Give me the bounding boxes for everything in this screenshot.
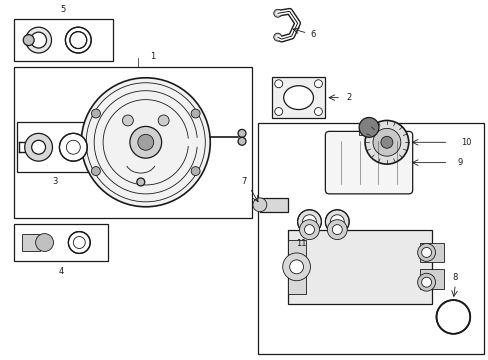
Bar	[287, 239, 305, 294]
Circle shape	[70, 32, 86, 49]
Text: 9: 9	[457, 158, 462, 167]
Circle shape	[138, 134, 153, 150]
Circle shape	[158, 115, 169, 126]
Circle shape	[314, 108, 322, 116]
Bar	[14, 67, 251, 218]
Circle shape	[297, 210, 321, 234]
Bar	[21, 234, 40, 251]
Bar	[287, 230, 431, 304]
Text: 1: 1	[150, 53, 155, 62]
Circle shape	[137, 178, 144, 186]
Circle shape	[282, 253, 310, 281]
Circle shape	[330, 215, 344, 229]
Circle shape	[68, 231, 90, 253]
Circle shape	[25, 133, 52, 161]
Circle shape	[289, 260, 303, 274]
Circle shape	[23, 35, 34, 46]
Circle shape	[252, 198, 266, 212]
Text: 11: 11	[296, 239, 306, 248]
Text: 2: 2	[346, 93, 351, 102]
Circle shape	[65, 27, 91, 53]
Circle shape	[91, 167, 100, 176]
Text: 5: 5	[61, 5, 66, 14]
Bar	[419, 243, 444, 262]
Text: 3: 3	[53, 177, 58, 186]
Text: 6: 6	[310, 30, 316, 39]
Circle shape	[91, 109, 100, 118]
Circle shape	[325, 210, 348, 234]
Circle shape	[372, 129, 400, 156]
Circle shape	[314, 80, 322, 88]
Circle shape	[81, 78, 210, 207]
Circle shape	[191, 167, 200, 176]
Circle shape	[273, 9, 281, 17]
FancyBboxPatch shape	[325, 131, 412, 194]
Circle shape	[32, 140, 45, 154]
Bar	[17, 122, 94, 172]
Circle shape	[274, 108, 282, 116]
Circle shape	[326, 220, 346, 239]
Text: 10: 10	[460, 138, 470, 147]
Bar	[358, 127, 378, 135]
Bar	[14, 224, 108, 261]
Circle shape	[60, 133, 87, 161]
Circle shape	[273, 33, 281, 41]
Circle shape	[332, 225, 342, 235]
Text: 8: 8	[452, 273, 457, 282]
Circle shape	[421, 277, 431, 287]
Circle shape	[417, 273, 435, 291]
Circle shape	[274, 80, 282, 88]
Circle shape	[31, 32, 46, 48]
Bar	[419, 269, 444, 289]
Circle shape	[380, 136, 392, 148]
Circle shape	[36, 234, 53, 251]
Circle shape	[417, 243, 435, 261]
Circle shape	[365, 121, 408, 164]
Ellipse shape	[283, 86, 313, 109]
Circle shape	[238, 137, 245, 145]
Bar	[14, 19, 113, 61]
Bar	[271, 77, 325, 118]
Circle shape	[436, 300, 469, 334]
Circle shape	[191, 109, 200, 118]
Circle shape	[238, 129, 245, 137]
Circle shape	[130, 126, 162, 158]
Circle shape	[26, 27, 51, 53]
Bar	[259, 198, 287, 212]
Circle shape	[302, 215, 316, 229]
Circle shape	[304, 225, 314, 235]
Text: 4: 4	[58, 267, 63, 276]
Circle shape	[358, 117, 378, 137]
Circle shape	[421, 247, 431, 257]
Text: 7: 7	[241, 177, 246, 186]
Circle shape	[299, 220, 319, 239]
Circle shape	[122, 115, 133, 126]
Bar	[257, 123, 483, 354]
